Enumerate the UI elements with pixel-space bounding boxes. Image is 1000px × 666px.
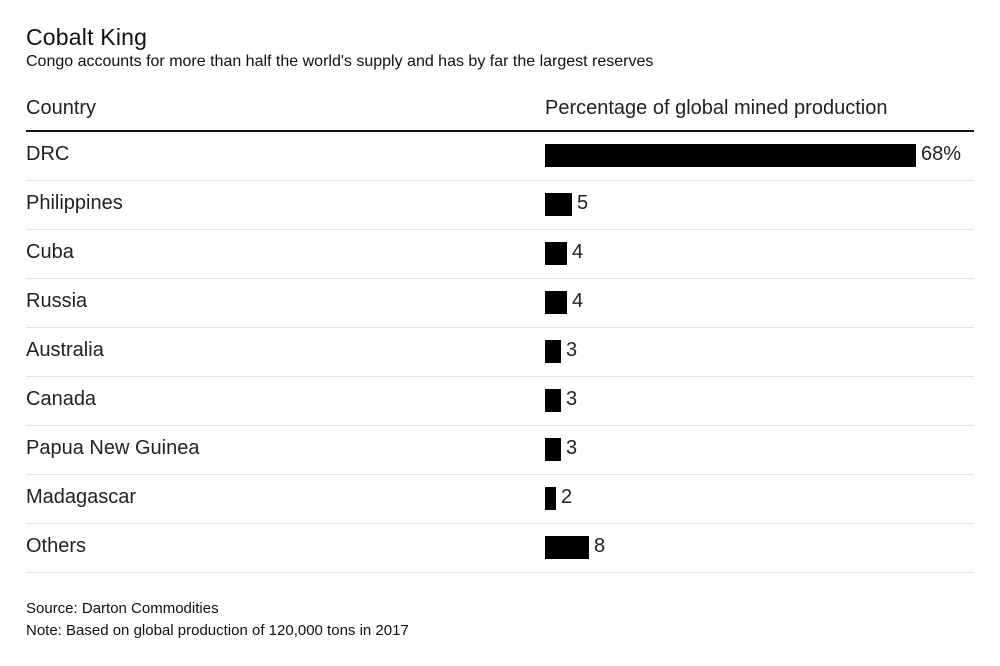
table-row: Russia 4 (26, 278, 974, 328)
chart-subtitle: Congo accounts for more than half the wo… (26, 53, 654, 70)
table-row: Philippines 5 (26, 180, 974, 230)
value-label: 68% (921, 143, 962, 165)
bar (545, 487, 556, 510)
table-row: Papua New Guinea 3 (26, 425, 974, 475)
chart-title: Cobalt King (26, 24, 148, 50)
bar (545, 242, 567, 265)
table-row: Madagascar 2 (26, 474, 974, 524)
bar (545, 340, 561, 363)
table-row: Australia 3 (26, 327, 974, 377)
country-label: Cuba (26, 241, 74, 263)
table-row: Canada 3 (26, 376, 974, 426)
bar (545, 291, 567, 314)
header-divider (26, 130, 974, 132)
value-label: 5 (577, 192, 589, 214)
value-label: 3 (566, 437, 578, 459)
value-label: 4 (572, 290, 584, 312)
footnote: Note: Based on global production of 120,… (26, 622, 409, 639)
country-label: Russia (26, 290, 88, 312)
table-row: Cuba 4 (26, 229, 974, 279)
value-label: 2 (561, 486, 573, 508)
country-label: Madagascar (26, 486, 137, 508)
country-label: Philippines (26, 192, 123, 214)
country-label: DRC (26, 143, 70, 165)
country-label: Papua New Guinea (26, 437, 200, 459)
bar (545, 389, 561, 412)
bar (545, 536, 589, 559)
source-note: Source: Darton Commodities (26, 600, 219, 617)
value-label: 3 (566, 339, 578, 361)
table-row: DRC 68% (26, 131, 974, 181)
bar (545, 144, 916, 167)
value-label: 4 (572, 241, 584, 263)
column-header-country: Country (26, 97, 97, 119)
value-label: 3 (566, 388, 578, 410)
bar (545, 438, 561, 461)
table-row: Others 8 (26, 523, 974, 573)
bar (545, 193, 572, 216)
country-label: Australia (26, 339, 104, 361)
value-label: 8 (594, 535, 606, 557)
column-header-value: Percentage of global mined production (545, 97, 888, 119)
country-label: Canada (26, 388, 97, 410)
country-label: Others (26, 535, 87, 557)
